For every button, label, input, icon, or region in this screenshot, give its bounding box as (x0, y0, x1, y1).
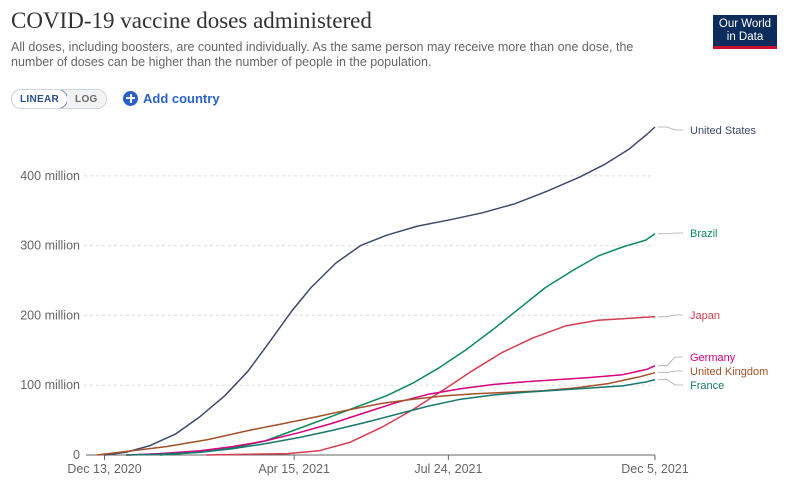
series-line (206, 316, 656, 456)
series-label-connector (658, 126, 683, 131)
series-label-connector (658, 314, 683, 318)
series-label: United Kingdom (690, 366, 768, 378)
series-line (96, 371, 656, 456)
y-tick-label: 400 million (20, 169, 80, 183)
series-label-connector (658, 232, 683, 235)
x-tick-label: Jul 24, 2021 (414, 462, 482, 476)
x-tick-label: Apr 15, 2021 (258, 462, 330, 476)
y-tick-label: 300 million (20, 239, 80, 253)
y-tick-label: 100 million (20, 378, 80, 392)
series-label-connector (658, 379, 683, 386)
x-tick-label: Dec 13, 2020 (67, 462, 141, 476)
scale-toggle[interactable]: LINEAR LOG (11, 89, 107, 109)
series-label-connector (658, 356, 683, 367)
logo-line-2: in Data (726, 31, 764, 43)
series-label: France (690, 380, 724, 392)
series-label: Brazil (690, 228, 718, 240)
series-label: Germany (690, 352, 736, 364)
series-line (104, 126, 656, 456)
y-tick-label: 0 (73, 448, 80, 462)
series-line (159, 233, 656, 456)
plus-circle-icon (123, 90, 138, 106)
x-tick-label: Dec 5, 2021 (621, 462, 688, 476)
series-line (126, 365, 656, 456)
series-line (126, 378, 656, 456)
chart-subtitle: All doses, including boosters, are count… (11, 40, 634, 69)
series-label-connector (658, 370, 683, 374)
y-tick-label: 200 million (20, 308, 80, 322)
log-scale-button[interactable]: LOG (67, 90, 106, 108)
chart-title: COVID-19 vaccine doses administered (11, 8, 372, 33)
logo-line-1: Our World (718, 18, 772, 30)
owid-logo[interactable]: Our World in Data (713, 15, 777, 49)
add-country-label: Add country (143, 90, 220, 106)
series-label: United States (690, 125, 757, 137)
add-country-button[interactable]: Add country (123, 89, 220, 107)
series-label: Japan (690, 310, 720, 322)
